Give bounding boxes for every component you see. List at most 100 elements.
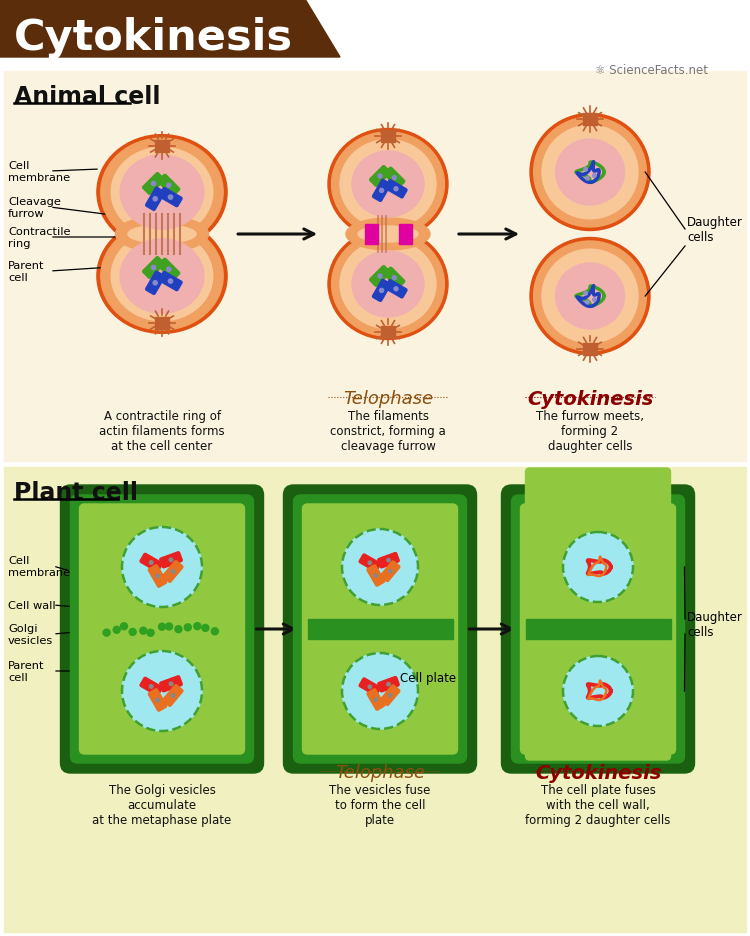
Ellipse shape (128, 226, 196, 243)
FancyBboxPatch shape (148, 689, 166, 711)
Circle shape (149, 561, 153, 564)
Text: Contractile
ring: Contractile ring (8, 227, 70, 249)
FancyBboxPatch shape (367, 689, 385, 710)
FancyBboxPatch shape (373, 181, 391, 202)
FancyBboxPatch shape (526, 592, 670, 760)
FancyBboxPatch shape (142, 257, 164, 279)
FancyBboxPatch shape (380, 685, 400, 706)
Ellipse shape (328, 229, 448, 340)
Circle shape (153, 197, 158, 202)
Bar (583, 344, 597, 349)
FancyBboxPatch shape (378, 677, 399, 692)
Ellipse shape (328, 129, 448, 241)
Circle shape (152, 183, 156, 186)
Ellipse shape (352, 152, 424, 218)
FancyBboxPatch shape (385, 181, 407, 198)
Bar (381, 327, 395, 332)
Text: Parent
cell: Parent cell (8, 661, 44, 682)
FancyBboxPatch shape (159, 188, 182, 208)
Bar (583, 349, 597, 356)
Circle shape (586, 301, 589, 304)
Circle shape (122, 651, 202, 731)
Circle shape (122, 528, 202, 607)
Circle shape (169, 280, 172, 284)
Text: Cell
membrane: Cell membrane (8, 556, 70, 578)
Text: Daughter
cells: Daughter cells (687, 610, 742, 638)
Circle shape (388, 570, 392, 574)
Circle shape (380, 289, 383, 293)
Text: The vesicles fuse
to form the cell
plate: The vesicles fuse to form the cell plate (329, 783, 430, 826)
Bar (381, 131, 395, 137)
FancyBboxPatch shape (146, 188, 165, 212)
Bar (308, 620, 452, 639)
Circle shape (563, 656, 633, 726)
FancyBboxPatch shape (370, 167, 390, 187)
Bar (365, 225, 378, 244)
Circle shape (153, 282, 158, 285)
Ellipse shape (533, 241, 646, 352)
FancyBboxPatch shape (160, 676, 182, 692)
FancyBboxPatch shape (159, 272, 182, 291)
Circle shape (368, 562, 371, 564)
Ellipse shape (542, 126, 638, 220)
Circle shape (378, 175, 382, 179)
Polygon shape (0, 0, 340, 58)
Circle shape (388, 694, 392, 697)
Circle shape (158, 623, 166, 631)
Circle shape (170, 682, 172, 686)
FancyBboxPatch shape (158, 175, 180, 197)
FancyBboxPatch shape (526, 469, 670, 636)
FancyBboxPatch shape (284, 486, 476, 773)
FancyBboxPatch shape (148, 565, 166, 588)
Text: Cell plate: Cell plate (400, 671, 456, 684)
Text: Cytokinesis: Cytokinesis (526, 389, 653, 408)
Ellipse shape (120, 240, 204, 314)
Ellipse shape (111, 148, 213, 238)
Circle shape (592, 175, 596, 178)
FancyBboxPatch shape (385, 281, 407, 299)
Bar (155, 317, 169, 323)
Ellipse shape (530, 239, 650, 355)
Bar (155, 146, 169, 153)
Ellipse shape (97, 219, 227, 334)
Circle shape (170, 559, 172, 562)
FancyBboxPatch shape (373, 280, 391, 302)
FancyBboxPatch shape (502, 486, 694, 773)
Bar (4, 72, 746, 461)
FancyBboxPatch shape (380, 562, 400, 582)
Circle shape (156, 575, 159, 578)
Circle shape (394, 287, 398, 291)
Bar (155, 140, 169, 146)
Circle shape (103, 629, 110, 636)
Ellipse shape (340, 140, 436, 229)
Bar (381, 332, 395, 339)
Ellipse shape (556, 264, 625, 329)
FancyBboxPatch shape (520, 505, 676, 754)
Ellipse shape (346, 219, 430, 251)
Circle shape (342, 653, 418, 729)
Ellipse shape (100, 223, 224, 330)
FancyBboxPatch shape (293, 495, 466, 763)
Ellipse shape (332, 133, 445, 237)
Circle shape (113, 626, 120, 634)
FancyBboxPatch shape (367, 565, 385, 587)
Bar (4, 467, 746, 932)
FancyBboxPatch shape (140, 554, 162, 572)
Circle shape (563, 533, 633, 603)
FancyBboxPatch shape (384, 268, 405, 288)
Text: Parent
cell: Parent cell (8, 261, 44, 283)
Circle shape (171, 694, 175, 697)
Ellipse shape (116, 217, 208, 253)
Circle shape (592, 299, 596, 302)
Circle shape (392, 276, 397, 280)
Text: Cell wall: Cell wall (8, 600, 56, 610)
Text: Telophase: Telophase (343, 389, 433, 407)
Circle shape (378, 274, 382, 279)
Circle shape (584, 292, 587, 296)
Ellipse shape (358, 227, 418, 242)
Circle shape (171, 570, 175, 574)
FancyBboxPatch shape (163, 561, 183, 583)
Text: Cytokinesis: Cytokinesis (535, 763, 662, 782)
Bar (155, 323, 169, 329)
Text: The filaments
constrict, forming a
cleavage furrow: The filaments constrict, forming a cleav… (330, 410, 446, 452)
